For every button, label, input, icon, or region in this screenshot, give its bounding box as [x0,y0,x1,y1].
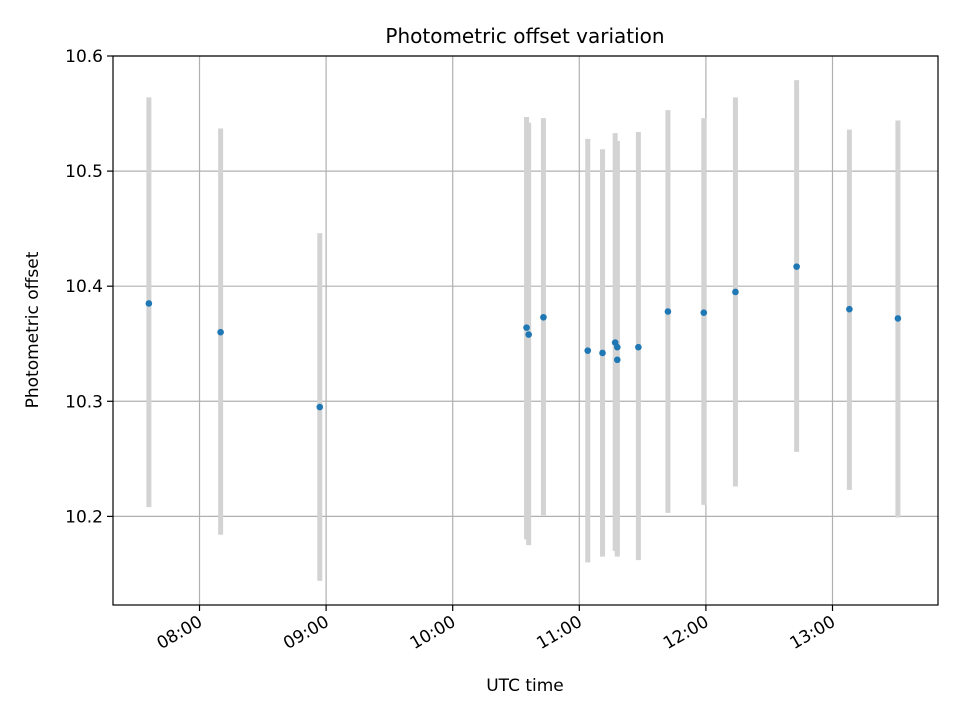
data-point [700,309,708,316]
data-point [584,347,592,354]
x-tick-label: 11:00 [533,612,585,654]
data-point [793,263,800,270]
y-axis-title: Photometric offset [23,251,43,408]
y-tick-label: 10.6 [65,47,103,67]
data-point [613,343,621,351]
plot-area [112,55,939,606]
data-point [732,288,739,296]
data-point [846,305,853,313]
x-tick-label: 08:00 [154,612,206,654]
data-point [217,328,224,336]
data-point [540,313,547,321]
data-point [664,308,672,315]
x-axis: 08:00 09:00 10:00 11:00 12:00 13:00 [154,605,839,654]
y-tick-label: 10.3 [65,392,103,412]
data-point [599,349,606,357]
x-tick-label: 12:00 [660,612,712,654]
data-point [145,300,153,307]
y-tick-label: 10.5 [65,162,103,182]
x-axis-title: UTC time [486,676,564,696]
data-point [613,356,621,364]
point-layer [145,263,902,411]
data-point [523,324,530,331]
x-tick-label: 13:00 [787,612,839,654]
x-tick-label: 10:00 [407,612,459,654]
data-point [635,343,642,351]
data-point [894,315,902,322]
y-tick-label: 10.4 [65,277,103,297]
y-tick-label: 10.2 [65,507,103,527]
chart-title: Photometric offset variation [385,24,664,48]
y-axis: 10.2 10.3 10.4 10.5 10.6 [65,47,113,527]
x-tick-label: 09:00 [280,612,332,654]
plot-frame [112,55,939,606]
data-point [525,331,532,338]
data-point [316,403,324,411]
